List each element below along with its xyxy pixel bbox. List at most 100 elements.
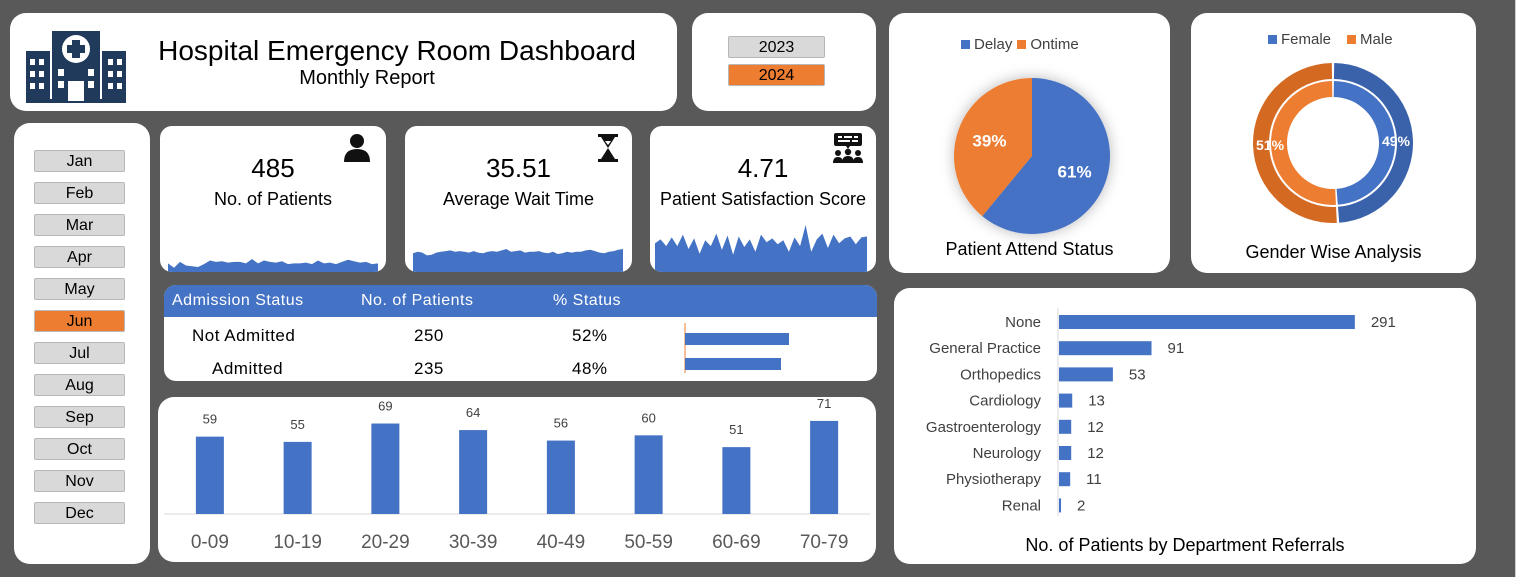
dept-category-label: None (1005, 314, 1041, 331)
dept-value-label: 12 (1087, 445, 1104, 462)
dept-category-label: General Practice (929, 340, 1041, 357)
admission-header-pct: % Status (553, 292, 622, 309)
age-bar-value-label: 56 (554, 416, 568, 431)
dept-value-label: 13 (1088, 393, 1105, 410)
attend-legend: Delay Ontime (961, 36, 1079, 53)
month-button-feb[interactable]: Feb (34, 182, 125, 204)
admission-row-count: 235 (414, 359, 444, 378)
kpi-wait-label: Average Wait Time (442, 189, 595, 209)
admission-row-pct: 48% (572, 359, 608, 378)
age-tick-label: 50-59 (624, 532, 673, 553)
hospital-building-icon (26, 31, 126, 103)
page-subtitle: Monthly Report (299, 67, 435, 89)
sparkline-area (168, 259, 378, 272)
month-button-oct[interactable]: Oct (34, 438, 125, 460)
month-button-mar[interactable]: Mar (34, 214, 125, 236)
legend-swatch-male (1347, 35, 1357, 44)
age-bar (459, 430, 488, 514)
age-tick-label: 0-09 (191, 532, 229, 553)
dept-bar (1059, 315, 1355, 329)
kpi-wait-value: 35.51 (485, 153, 552, 183)
wait-time-sparkline (413, 249, 623, 272)
dept-bar (1059, 446, 1072, 460)
admission-header-status: Admission Status (172, 292, 304, 309)
age-bar (810, 420, 839, 514)
sparkline-area (655, 225, 867, 272)
year-button-2023[interactable]: 2023 (728, 36, 825, 58)
dept-bar (1059, 472, 1071, 487)
legend-label-female: Female (1281, 31, 1332, 48)
age-tick-label: 30-39 (449, 532, 498, 553)
month-slicer: Jan Feb Mar Apr May Jun Jul Aug Sep Oct … (14, 123, 150, 564)
admission-header-count: No. of Patients (361, 292, 474, 309)
gender-donut-chart: 49% 51% (1253, 63, 1413, 223)
attend-status-pie: 61% 39% (954, 78, 1110, 234)
audience-presentation-icon (833, 133, 863, 163)
dept-category-label: Physiotherapy (946, 471, 1042, 488)
month-button-nov[interactable]: Nov (34, 470, 125, 492)
kpi-satisfaction-label: Patient Satisfaction Score (659, 189, 867, 209)
dept-value-label: 11 (1086, 471, 1102, 488)
department-bar-chart: None 291 General Practice 91 Orthopedics 53 Ca… (926, 308, 1396, 516)
dept-bar (1059, 341, 1152, 356)
age-bar-value-label: 55 (290, 417, 304, 432)
patient-person-icon (344, 134, 370, 162)
age-tick-label: 20-29 (361, 532, 410, 553)
month-button-aug[interactable]: Aug (34, 374, 125, 396)
month-button-sep[interactable]: Sep (34, 406, 125, 428)
age-tick-label: 40-49 (537, 532, 586, 553)
year-button-2024[interactable]: 2024 (728, 64, 825, 86)
pct-bar (685, 358, 781, 370)
age-tick-label: 60-69 (712, 532, 761, 553)
month-button-jul[interactable]: Jul (34, 342, 125, 364)
hourglass-icon (598, 134, 618, 162)
gender-card: Female Male 49% 51% Gender Wise Analysis (1191, 13, 1476, 273)
month-button-jun[interactable]: Jun (34, 310, 125, 332)
dept-bar (1059, 393, 1073, 408)
age-tick-label: 70-79 (800, 532, 849, 553)
dept-bar (1059, 367, 1113, 382)
dept-category-label: Gastroenterology (926, 419, 1042, 436)
admission-row-pct: 52% (572, 326, 608, 345)
pie-slice-ontime (954, 78, 1032, 217)
age-bar (722, 447, 751, 514)
month-button-jan[interactable]: Jan (34, 150, 125, 172)
pie-slice-delay (982, 78, 1110, 234)
age-bar-value-label: 71 (817, 397, 831, 411)
dept-value-label: 291 (1371, 314, 1396, 331)
dept-value-label: 91 (1168, 340, 1185, 357)
admission-pct-bars (684, 323, 789, 373)
kpi-satisfaction-value: 4.71 (737, 153, 789, 183)
legend-label-male: Male (1360, 31, 1393, 48)
age-bar-value-label: 59 (203, 412, 217, 427)
kpi-patients-label: No. of Patients (213, 189, 333, 209)
month-button-apr[interactable]: Apr (34, 246, 125, 268)
admission-table-header: Admission Status No. of Patients % Statu… (164, 285, 877, 317)
legend-swatch-ontime (1017, 40, 1027, 49)
month-button-may[interactable]: May (34, 278, 125, 300)
legend-swatch-female (1268, 35, 1277, 44)
department-chart-title: No. of Patients by Department Referrals (1025, 535, 1345, 555)
attend-chart-title: Patient Attend Status (945, 239, 1114, 259)
admission-status-table: Admission Status No. of Patients % Statu… (164, 285, 877, 381)
year-slicer: 2023 2024 (692, 13, 876, 111)
kpi-card-wait-time: 35.51 Average Wait Time (405, 126, 632, 272)
gender-legend: Female Male (1268, 31, 1393, 48)
dept-bar (1059, 419, 1072, 434)
age-bar (371, 423, 400, 514)
month-button-dec[interactable]: Dec (34, 502, 125, 524)
page-title: Hospital Emergency Room Dashboard (158, 35, 636, 66)
age-bar-value-label: 69 (378, 399, 392, 414)
dept-category-label: Neurology (973, 445, 1042, 462)
donut-inner-male (1271, 81, 1336, 205)
donut-data-label: 51% (1256, 137, 1285, 153)
sheet-grid-edge (1515, 0, 1520, 577)
department-referrals-card: None 291 General Practice 91 Orthopedics 53 Ca… (894, 288, 1476, 564)
age-bar (195, 436, 224, 514)
dept-value-label: 2 (1077, 497, 1085, 514)
donut-inner-female (1333, 81, 1395, 205)
admission-row-status: Not Admitted (192, 326, 296, 345)
dept-bar (1059, 498, 1062, 513)
pie-data-label: 39% (972, 132, 1006, 151)
legend-label-delay: Delay (974, 36, 1013, 53)
